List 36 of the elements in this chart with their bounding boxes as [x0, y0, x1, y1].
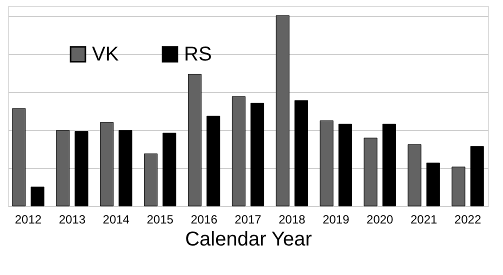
bar: [338, 124, 352, 206]
bar: [56, 130, 70, 206]
x-tick-label: 2014: [102, 212, 130, 226]
legend-label: RS: [184, 43, 212, 66]
x-tick-label: 2012: [14, 212, 42, 226]
bar: [30, 186, 44, 206]
x-tick-label: 2015: [146, 212, 174, 226]
bar: [294, 100, 308, 206]
bar: [118, 130, 132, 206]
bar: [74, 131, 88, 206]
bar: [144, 154, 158, 206]
x-tick-label: 2020: [366, 212, 394, 226]
bar: [12, 108, 26, 206]
bar: [100, 122, 114, 206]
bar: [426, 162, 440, 206]
x-tick-label: 2018: [278, 212, 306, 226]
bar: [276, 15, 290, 206]
bar: [206, 116, 220, 206]
bar: [232, 96, 246, 206]
bar: [452, 166, 466, 206]
x-axis-title: Calendar Year: [185, 228, 312, 250]
x-tick-label: 2021: [410, 212, 438, 226]
x-tick-label: 2019: [322, 212, 350, 226]
x-tick-label: 2022: [454, 212, 482, 226]
bar: [364, 138, 378, 206]
x-tick-label: 2017: [234, 212, 262, 226]
bar: [250, 102, 264, 206]
bar: [382, 124, 396, 206]
x-tick-label: 2016: [190, 212, 218, 226]
legend-label: VK: [92, 43, 120, 66]
bar: [188, 74, 202, 206]
bar: [320, 120, 334, 206]
bar: [470, 146, 484, 206]
bar: [408, 144, 422, 206]
x-tick-label: 2013: [58, 212, 86, 226]
bar: [162, 132, 176, 206]
